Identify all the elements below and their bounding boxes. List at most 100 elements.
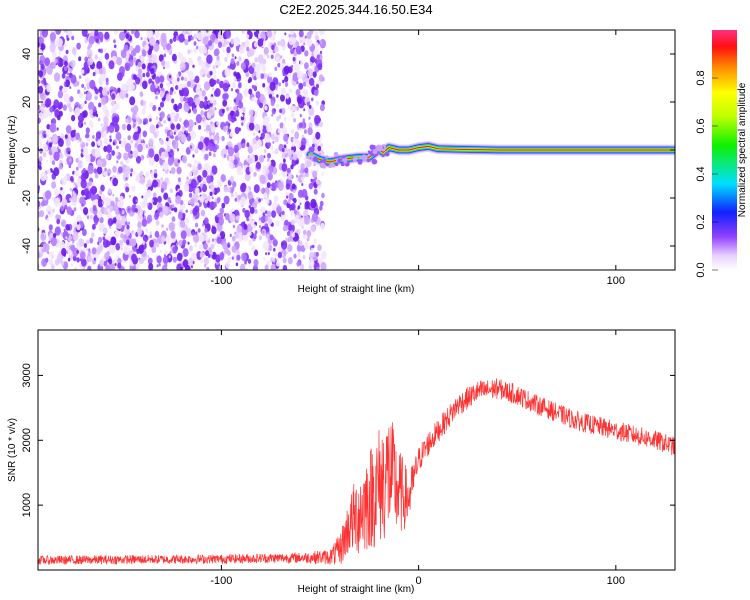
noise-cell — [187, 162, 191, 167]
noise-cell — [211, 244, 215, 250]
noise-cell — [79, 251, 86, 260]
noise-cell — [153, 132, 158, 139]
noise-cell — [217, 41, 223, 48]
colorbar-tick-label: 0.6 — [695, 118, 707, 133]
noise-cell — [287, 198, 291, 204]
noise-cell — [310, 178, 313, 183]
noise-cell — [163, 119, 166, 124]
noise-cell — [95, 193, 100, 200]
noise-cell — [134, 142, 139, 148]
noise-cell — [92, 205, 97, 211]
ridge-speckle — [306, 155, 311, 160]
noise-cell — [125, 33, 130, 39]
noise-cell — [230, 38, 235, 45]
noise-cell — [45, 257, 49, 263]
noise-cell — [52, 135, 58, 145]
noise-cell — [253, 75, 257, 81]
noise-cell — [277, 181, 284, 191]
noise-cell — [98, 68, 103, 75]
noise-cell — [52, 232, 57, 238]
noise-cell — [169, 80, 172, 85]
noise-cell — [203, 137, 210, 147]
noise-cell — [141, 138, 144, 142]
noise-cell — [295, 88, 301, 97]
noise-cell — [270, 100, 275, 107]
noise-cell — [216, 236, 222, 244]
noise-cell — [38, 85, 44, 94]
noise-cell — [276, 205, 282, 215]
noise-cell — [245, 187, 250, 194]
noise-cell — [263, 257, 266, 261]
noise-cell — [175, 85, 179, 90]
noise-cell — [235, 151, 240, 158]
noise-cell — [183, 121, 187, 126]
noise-cell — [296, 140, 302, 149]
noise-cell — [138, 258, 143, 264]
noise-cell — [142, 72, 146, 78]
noise-cell — [124, 227, 131, 237]
noise-cell — [240, 109, 243, 113]
noise-cell — [63, 43, 67, 48]
noise-cell — [274, 66, 278, 71]
noise-cell — [99, 92, 104, 99]
noise-cell — [84, 56, 89, 63]
noise-cell — [57, 138, 64, 147]
noise-cell — [265, 216, 269, 222]
noise-cell — [214, 198, 217, 203]
snr-axes: -100 0 100 1000 2000 3000 — [21, 330, 675, 587]
noise-cell — [295, 214, 300, 222]
noise-cell — [38, 70, 44, 78]
noise-cell — [267, 217, 273, 225]
noise-cell — [76, 249, 80, 254]
spectrogram-ytick-label: 40 — [21, 48, 33, 60]
noise-cell — [187, 70, 195, 81]
noise-cell — [173, 207, 178, 213]
noise-cell — [101, 200, 105, 205]
noise-cell — [224, 67, 231, 77]
noise-cell — [312, 71, 317, 78]
noise-cell — [182, 239, 187, 246]
noise-cell — [213, 221, 217, 228]
noise-cell — [286, 94, 289, 100]
noise-cell — [176, 252, 183, 262]
noise-cell — [302, 88, 309, 98]
noise-cell — [287, 244, 293, 252]
noise-cell — [61, 177, 67, 186]
noise-cell — [143, 100, 146, 106]
noise-cell — [111, 93, 116, 100]
noise-cell — [297, 189, 304, 198]
noise-cell — [145, 172, 150, 178]
noise-cell — [169, 205, 172, 210]
noise-cell — [64, 160, 68, 165]
noise-cell — [57, 148, 61, 154]
noise-cell — [132, 57, 137, 63]
noise-cell — [196, 83, 201, 90]
noise-cell — [302, 118, 306, 123]
noise-cell — [49, 32, 57, 42]
noise-cell — [49, 43, 56, 53]
noise-cell — [143, 118, 146, 122]
noise-cell — [173, 91, 176, 95]
noise-cell — [75, 157, 79, 163]
noise-cell — [159, 38, 162, 43]
noise-cell — [259, 225, 261, 228]
ridge-speckle — [343, 155, 346, 159]
noise-cell — [194, 148, 199, 154]
noise-cell — [46, 124, 51, 130]
noise-cell — [308, 122, 313, 129]
noise-cell — [145, 144, 149, 149]
noise-cell — [111, 150, 115, 156]
noise-cell — [254, 63, 261, 74]
noise-cell — [157, 110, 161, 115]
noise-cell — [217, 179, 223, 188]
noise-cell — [243, 223, 248, 230]
noise-cell — [173, 103, 178, 111]
noise-cell — [38, 200, 41, 208]
noise-cell — [292, 153, 298, 161]
noise-cell — [234, 96, 240, 106]
noise-cell — [164, 262, 168, 268]
ridge-speckle — [342, 156, 348, 163]
noise-cell — [81, 30, 88, 37]
noise-cell — [222, 99, 228, 107]
noise-cell — [187, 49, 191, 55]
